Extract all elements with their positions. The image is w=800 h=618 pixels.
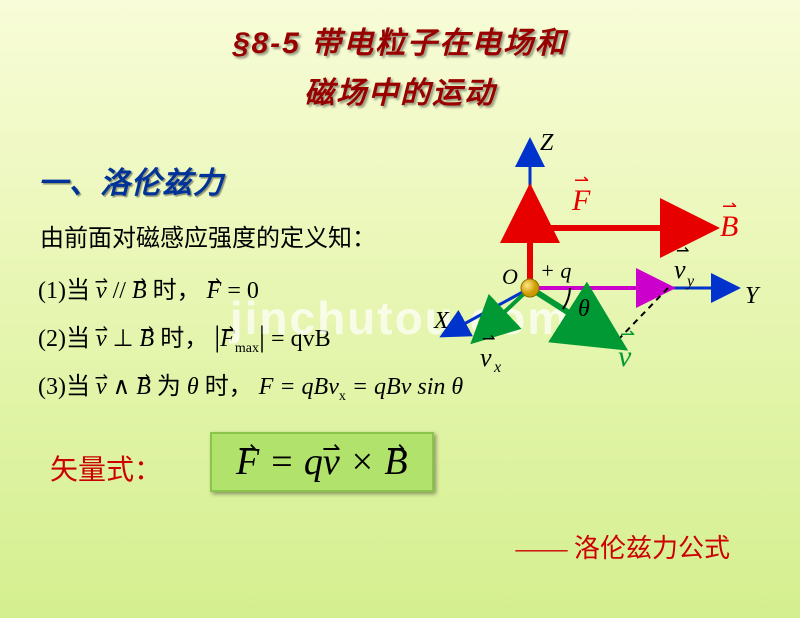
vector-form-label: 矢量式： bbox=[50, 448, 162, 488]
section-heading: 一、洛伦兹力 bbox=[38, 158, 224, 202]
svg-text:+ q: + q bbox=[540, 258, 571, 283]
svg-text:⇀: ⇀ bbox=[722, 196, 737, 216]
condition-2: (2)当 ⇀v ⊥ ⇀B 时， |⇀Fmax| = qvB bbox=[38, 318, 331, 357]
svg-text:v: v bbox=[618, 340, 632, 373]
svg-text:Z: Z bbox=[540, 130, 554, 156]
svg-text:X: X bbox=[433, 308, 450, 334]
svg-text:⇀: ⇀ bbox=[574, 170, 589, 190]
svg-text:Y: Y bbox=[745, 283, 761, 309]
svg-text:⇀: ⇀ bbox=[620, 324, 635, 344]
svg-text:⇀: ⇀ bbox=[482, 331, 495, 348]
title-line-2: 磁场中的运动 bbox=[0, 68, 800, 112]
lorentz-caption: —— 洛伦兹力公式 bbox=[515, 528, 730, 565]
title-line-1: §8-5 带电粒子在电场和 bbox=[0, 18, 800, 62]
condition-1: (1)当 ⇀v // ⇀B 时， ⇀F = 0 bbox=[38, 270, 259, 305]
svg-text:O: O bbox=[502, 264, 518, 289]
svg-text:x: x bbox=[493, 359, 501, 376]
svg-text:⇀: ⇀ bbox=[676, 243, 689, 260]
svg-text:y: y bbox=[685, 273, 695, 290]
lorentz-diagram: Z Y X B ⇀ F ⇀ v ⇀ y v ⇀ x v ⇀ θ O + q bbox=[380, 128, 780, 388]
svg-text:θ: θ bbox=[578, 296, 590, 322]
definition-text: 由前面对磁感应强度的定义知： bbox=[40, 218, 376, 253]
lorentz-formula: ⇀F = q⇀v × ⇀B bbox=[210, 432, 434, 492]
